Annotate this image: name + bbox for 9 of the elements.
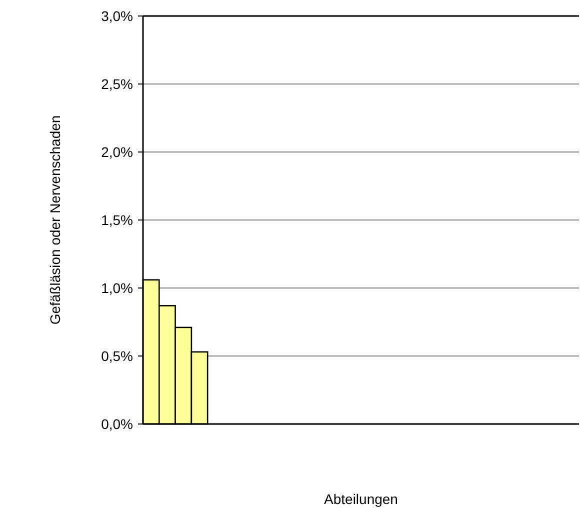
y-tick-label: 1,0%	[101, 280, 133, 296]
y-tick-label: 3,0%	[101, 8, 133, 24]
y-tick-label: 0,0%	[101, 416, 133, 432]
y-tick-label: 1,5%	[101, 212, 133, 228]
y-tick-label: 2,0%	[101, 144, 133, 160]
y-axis-title: Gefäßläsion oder Nervenschaden	[47, 115, 63, 325]
x-axis-title: Abteilungen	[324, 491, 398, 507]
y-tick-label: 0,5%	[101, 348, 133, 364]
y-tick-label: 2,5%	[101, 76, 133, 92]
